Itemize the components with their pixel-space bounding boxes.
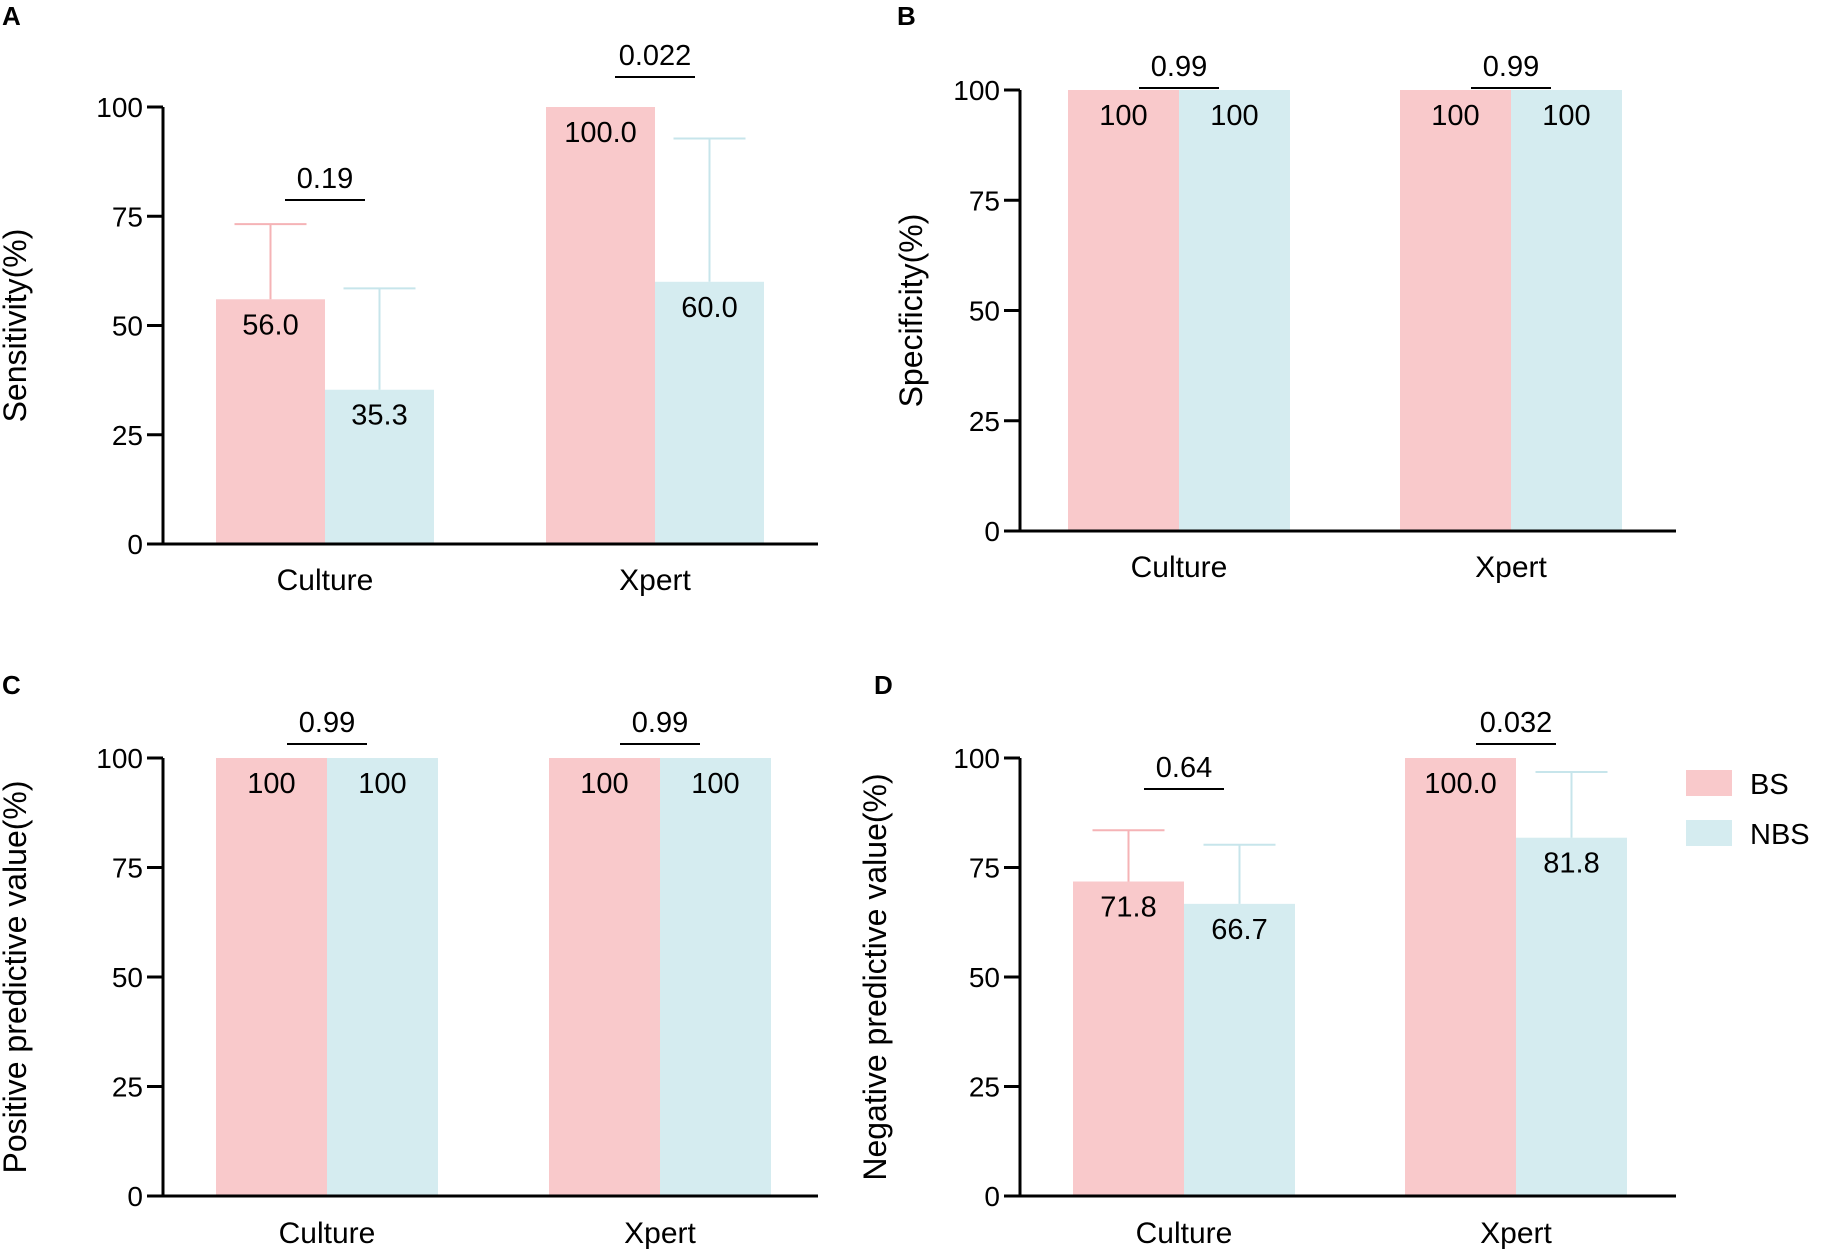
x-tick-label: Culture (1136, 1217, 1233, 1250)
data-label-xpert-bs: 100.0 (1424, 768, 1497, 800)
x-tick-label: Xpert (1480, 1217, 1552, 1250)
x-tick-label: Culture (279, 1217, 376, 1250)
data-label-xpert-nbs: 100 (1542, 100, 1590, 132)
legend-label-nbs: NBS (1750, 819, 1810, 851)
panel-label: A (2, 1, 21, 31)
p-value-label: 0.99 (299, 707, 355, 739)
y-tick-label: 50 (112, 311, 143, 342)
data-label-culture-nbs: 100 (1210, 100, 1258, 132)
y-tick-label: 75 (969, 853, 1000, 884)
y-tick-label: 100 (953, 743, 1000, 774)
bar-culture-bs (1073, 881, 1184, 1196)
data-label-xpert-nbs: 100 (691, 768, 739, 800)
p-value-label: 0.99 (632, 707, 688, 739)
y-tick-label: 75 (112, 201, 143, 232)
y-tick-label: 25 (969, 1072, 1000, 1103)
bar-xpert-nbs (655, 281, 764, 544)
y-tick-label: 75 (112, 853, 143, 884)
p-value-label: 0.19 (297, 163, 353, 195)
bar-culture-bs (216, 299, 325, 544)
bar-xpert-nbs (1511, 90, 1622, 531)
y-tick-label: 100 (953, 75, 1000, 106)
legend: BS NBS (1686, 769, 1810, 851)
y-axis-label: Negative predictive value(%) (857, 773, 893, 1180)
legend-swatch-bs (1686, 770, 1732, 796)
panel-label: C (2, 670, 21, 700)
x-tick-label: Xpert (624, 1217, 696, 1250)
data-label-culture-bs: 100 (247, 768, 295, 800)
y-tick-label: 100 (96, 743, 143, 774)
bar-culture-nbs (1179, 90, 1290, 531)
x-tick-label: Xpert (1475, 551, 1547, 584)
y-tick-label: 100 (96, 92, 143, 123)
p-value-label: 0.64 (1156, 752, 1212, 784)
data-label-xpert-nbs: 81.8 (1543, 848, 1599, 880)
y-tick-label: 25 (112, 420, 143, 451)
y-tick-label: 0 (984, 516, 1000, 547)
data-label-xpert-bs: 100.0 (564, 117, 637, 149)
legend-swatch-nbs (1686, 820, 1732, 846)
data-label-xpert-bs: 100 (580, 768, 628, 800)
panel-d: D 71.8 66.7 0.64 Culture 100.0 81.8 0.032 Xpert 0… (857, 670, 1676, 1250)
x-tick-label: Culture (1131, 551, 1228, 584)
y-tick-label: 0 (127, 1181, 143, 1212)
p-value-label: 0.022 (619, 40, 692, 72)
data-label-culture-nbs: 100 (358, 768, 406, 800)
p-value-label: 0.99 (1151, 51, 1207, 83)
bar-xpert-bs (1405, 758, 1516, 1196)
bar-culture-nbs (325, 389, 434, 544)
y-tick-label: 25 (112, 1072, 143, 1103)
bar-culture-bs (216, 758, 327, 1196)
panel-label: D (874, 670, 893, 700)
data-label-culture-bs: 56.0 (242, 309, 298, 341)
bar-culture-nbs (327, 758, 438, 1196)
y-tick-label: 50 (112, 962, 143, 993)
y-tick-label: 50 (969, 296, 1000, 327)
data-label-xpert-nbs: 60.0 (681, 292, 737, 324)
y-tick-label: 25 (969, 406, 1000, 437)
bar-xpert-bs (549, 758, 660, 1196)
y-axis-label: Positive predictive value(%) (0, 780, 33, 1173)
p-value-label: 0.99 (1483, 51, 1539, 83)
data-label-culture-bs: 100 (1099, 100, 1147, 132)
bar-xpert-nbs (1516, 837, 1627, 1196)
bar-xpert-bs (546, 107, 655, 544)
bar-culture-nbs (1184, 903, 1295, 1196)
bar-xpert-nbs (660, 758, 771, 1196)
panel-label: B (897, 1, 916, 31)
x-tick-label: Xpert (619, 564, 691, 597)
data-label-culture-nbs: 66.7 (1211, 914, 1267, 946)
p-value-label: 0.032 (1480, 707, 1553, 739)
y-tick-label: 50 (969, 962, 1000, 993)
x-tick-label: Culture (277, 564, 374, 597)
data-label-culture-nbs: 35.3 (351, 400, 407, 432)
data-label-culture-bs: 71.8 (1100, 892, 1156, 924)
y-tick-label: 0 (984, 1181, 1000, 1212)
panel-a: A 56.0 35.3 0.19 Culture 100.0 60.0 0.022 Xpert 0… (0, 1, 818, 597)
legend-label-bs: BS (1750, 769, 1789, 801)
y-tick-label: 0 (127, 529, 143, 560)
data-label-xpert-bs: 100 (1431, 100, 1479, 132)
bar-culture-bs (1068, 90, 1179, 531)
y-tick-label: 75 (969, 185, 1000, 216)
y-axis-label: Sensitivity(%) (0, 229, 33, 423)
y-axis-label: Specificity(%) (893, 214, 929, 408)
bar-xpert-bs (1400, 90, 1511, 531)
